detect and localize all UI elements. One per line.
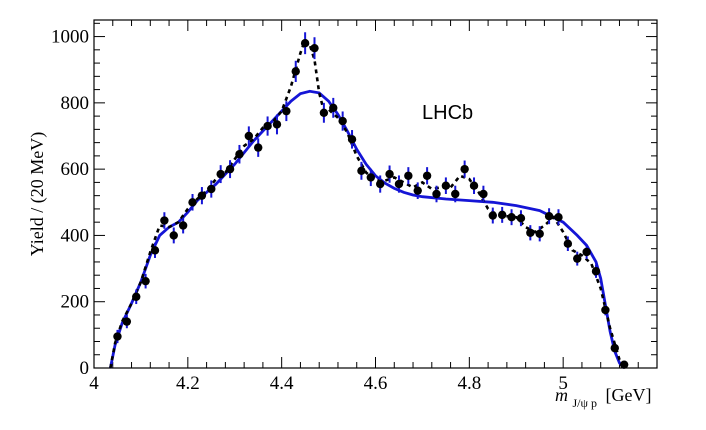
data-point (432, 189, 441, 199)
data-point (207, 184, 216, 194)
y-tick-label: 1000 (51, 27, 89, 48)
axis-ticks (93, 20, 658, 369)
data-point (404, 171, 413, 180)
x-axis-sub: J/ψ p (573, 396, 598, 410)
x-axis-var: m (555, 385, 568, 405)
data-point (254, 143, 263, 152)
data-point (188, 198, 197, 207)
y-axis-label: Yield / (20 MeV) (27, 132, 48, 256)
y-tick-label: 800 (61, 93, 90, 114)
data-point (535, 229, 544, 238)
x-axis-label: m J/ψ p [GeV] (555, 385, 652, 411)
data-point (375, 179, 385, 189)
data-point (469, 181, 479, 190)
data-point (573, 254, 582, 263)
data-point (601, 305, 610, 315)
data-point (441, 181, 451, 190)
data-point (122, 317, 132, 326)
data-point (150, 246, 160, 255)
x-axis-unit: [GeV] (606, 385, 652, 405)
data-point (488, 211, 497, 220)
data-point (394, 179, 404, 189)
data-point (357, 166, 366, 175)
x-tick-label: 5 (558, 373, 568, 394)
data-point (544, 212, 554, 221)
data-point (366, 173, 376, 182)
data-point (225, 164, 235, 174)
data-point (132, 292, 141, 301)
data-point (282, 106, 291, 116)
data-point (582, 247, 591, 257)
data-point (460, 164, 469, 174)
data-point (197, 191, 207, 200)
fit-curve (109, 89, 626, 369)
data-point (507, 213, 516, 222)
data-point (141, 276, 150, 286)
data-point (497, 210, 507, 220)
data-point (263, 121, 272, 131)
data-point (272, 120, 282, 129)
y-tick-label: 0 (80, 358, 90, 379)
x-tick-label: 4 (89, 373, 99, 394)
model-curve-dashed (109, 37, 626, 369)
data-point (244, 131, 254, 141)
x-tick-label: 4.6 (364, 373, 388, 394)
data-point (610, 343, 619, 353)
data-point (526, 228, 535, 237)
data-point (554, 213, 563, 222)
data-points (113, 39, 629, 369)
y-tick-label: 200 (61, 292, 90, 313)
data-point (422, 171, 432, 180)
x-tick-label: 4.4 (270, 373, 294, 394)
data-point (591, 267, 601, 276)
data-point (516, 213, 526, 223)
data-point (169, 231, 178, 240)
x-tick-labels: 4 4.2 4.4 4.6 4.8 5 (89, 373, 568, 394)
data-point (563, 239, 573, 248)
data-point (310, 43, 319, 53)
x-tick-label: 4.8 (457, 373, 481, 394)
data-point (291, 67, 300, 76)
lhcb-label: LHCb (422, 102, 473, 124)
plot-frame (93, 19, 658, 369)
data-point (216, 169, 225, 179)
data-point (160, 216, 169, 225)
data-point (235, 150, 244, 159)
data-point (479, 189, 488, 199)
data-point (619, 360, 629, 369)
data-point (113, 332, 122, 341)
y-tick-labels: 0 200 400 600 800 1000 (51, 27, 89, 379)
data-point (451, 189, 460, 199)
y-tick-label: 600 (61, 159, 90, 180)
data-point (338, 116, 347, 126)
data-point (329, 103, 338, 113)
x-tick-label: 4.2 (176, 373, 200, 394)
data-point (178, 221, 188, 230)
y-tick-label: 400 (61, 225, 90, 246)
data-point (385, 169, 394, 179)
data-point (300, 39, 310, 48)
data-point (413, 186, 422, 195)
data-point (347, 135, 357, 144)
data-point (319, 108, 329, 118)
